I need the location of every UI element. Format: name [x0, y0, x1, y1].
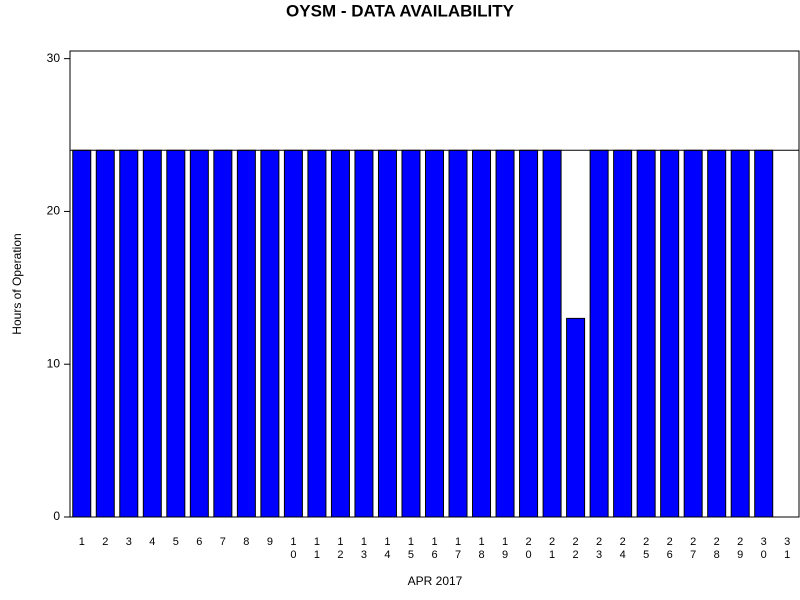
bar [472, 149, 492, 518]
x-tick-label: 16 [429, 536, 441, 562]
x-tick-label: 22 [570, 536, 582, 562]
chart-title: OYSM - DATA AVAILABILITY [286, 1, 515, 20]
x-axis-label: APR 2017 [408, 574, 463, 588]
bar [448, 149, 468, 518]
bar [589, 149, 609, 518]
bar [519, 149, 539, 518]
x-tick-label: 31 [781, 536, 793, 562]
bar [119, 149, 139, 518]
bar [260, 149, 280, 518]
bar [707, 149, 727, 518]
x-tick-label: 10 [287, 536, 299, 562]
x-tick-label: 18 [476, 536, 488, 562]
x-tick-label: 14 [381, 536, 393, 562]
bar [142, 149, 162, 518]
bar [401, 149, 421, 518]
bar [307, 149, 327, 518]
bar [377, 149, 397, 518]
x-tick-label: 26 [664, 536, 676, 562]
bar [95, 149, 115, 518]
x-tick-label: 28 [711, 536, 723, 562]
bar [236, 149, 256, 518]
bar [425, 149, 444, 518]
x-tick-label: 30 [758, 536, 770, 562]
x-tick-label: 25 [640, 536, 652, 562]
x-tick-label: 17 [452, 536, 464, 562]
x-tick-label: 6 [193, 536, 205, 549]
bar [283, 149, 303, 518]
x-tick-label: 12 [334, 536, 346, 562]
x-tick-label: 3 [123, 536, 135, 549]
bar [730, 149, 750, 518]
bar [213, 149, 233, 518]
x-tick-label: 8 [240, 536, 252, 549]
x-tick-label: 24 [617, 536, 629, 562]
x-tick-label: 29 [734, 536, 746, 562]
bar [542, 149, 562, 518]
bar [354, 149, 374, 518]
y-axis-label: Hours of Operation [10, 233, 24, 334]
bar [330, 149, 350, 518]
x-tick-label: 2 [99, 536, 111, 549]
bar [72, 149, 92, 518]
x-tick-label: 27 [687, 536, 699, 562]
x-tick-label: 9 [264, 536, 276, 549]
x-tick-label: 7 [217, 536, 229, 549]
bar [566, 317, 586, 518]
x-tick-label: 13 [358, 536, 370, 562]
y-tick-label: 10 [47, 356, 61, 370]
bar [495, 149, 515, 518]
bar [189, 149, 209, 518]
x-tick-label: 23 [593, 536, 605, 562]
x-tick-label: 15 [405, 536, 417, 562]
x-tick-label: 20 [523, 536, 535, 562]
bar [613, 149, 633, 518]
bar [683, 149, 703, 518]
bar [660, 149, 680, 518]
x-tick-label: 1 [76, 536, 88, 549]
y-tick-label: 20 [47, 204, 61, 218]
y-tick-label: 30 [47, 51, 61, 65]
x-tick-label: 19 [499, 536, 511, 562]
x-tick-label: 4 [146, 536, 158, 549]
bar [166, 149, 186, 518]
x-tick-label: 5 [170, 536, 182, 549]
bar [636, 149, 656, 518]
y-tick-label: 0 [53, 509, 60, 523]
x-tick-label: 11 [311, 536, 323, 562]
x-tick-label: 21 [546, 536, 558, 562]
bar [754, 149, 774, 518]
